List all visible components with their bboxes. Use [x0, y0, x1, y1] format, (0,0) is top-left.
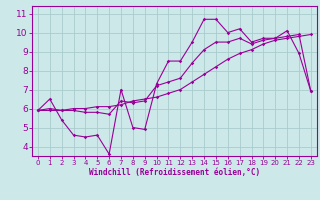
X-axis label: Windchill (Refroidissement éolien,°C): Windchill (Refroidissement éolien,°C): [89, 168, 260, 177]
